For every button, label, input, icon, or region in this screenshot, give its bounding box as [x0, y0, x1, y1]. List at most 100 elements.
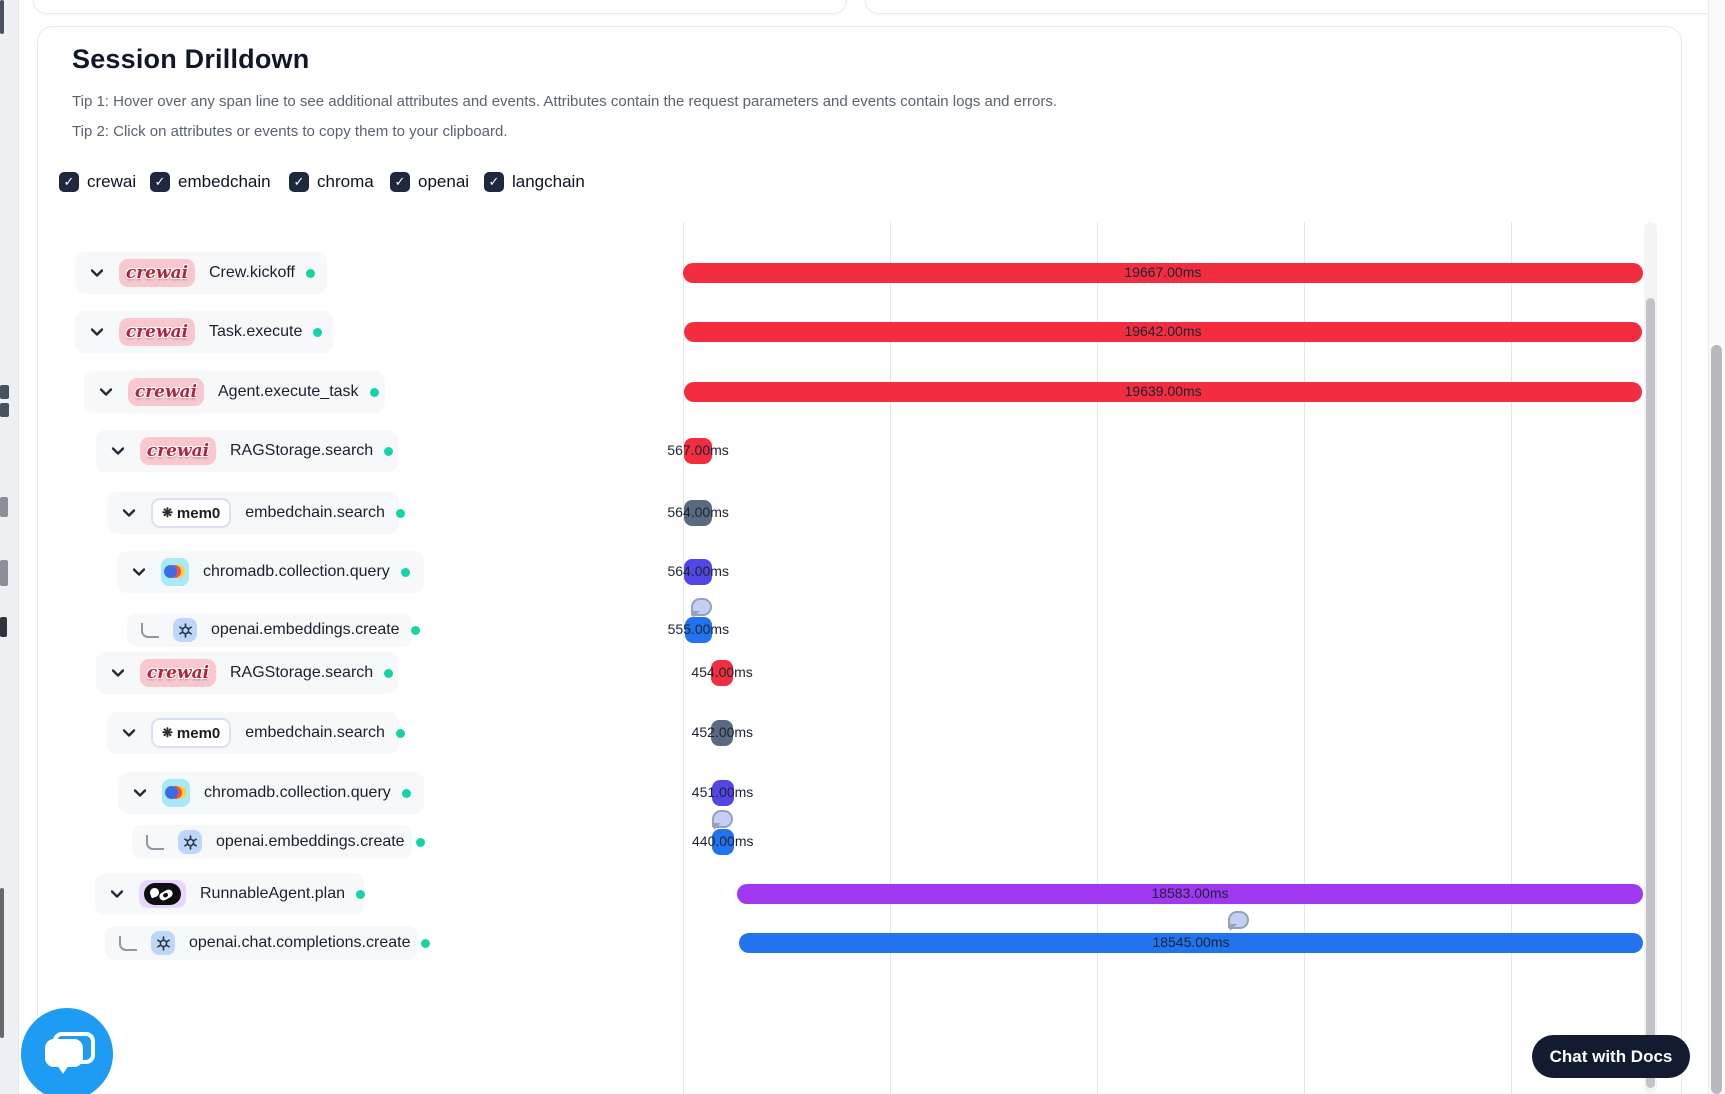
- gutter-mark: [0, 497, 8, 517]
- event-speech-bubble-icon[interactable]: [1227, 911, 1249, 931]
- status-dot: [395, 508, 405, 518]
- timeline-gridline: [1304, 222, 1305, 1094]
- openai-logo-icon: [178, 830, 202, 854]
- duration-bar-Agent.execute_task[interactable]: [683, 382, 1643, 402]
- span-row-embedchain.search[interactable]: ❋ mem0 embedchain.search: [107, 712, 405, 754]
- gutter-mark: [0, 403, 9, 417]
- filter-langchain[interactable]: ✓ langchain: [484, 172, 585, 192]
- status-dot: [305, 268, 315, 278]
- duration-bar-chromadb.collection.query[interactable]: [684, 559, 712, 585]
- status-dot: [384, 668, 394, 678]
- status-dot: [384, 446, 394, 456]
- span-row-openai.chat.completions.create[interactable]: openai.chat.completions.create: [105, 926, 431, 960]
- filter-embedchain[interactable]: ✓ embedchain: [150, 172, 271, 192]
- chevron-down-icon[interactable]: [98, 384, 114, 400]
- span-row-Agent.execute_task[interactable]: crewai Agent.execute_task: [84, 371, 385, 413]
- filter-crewai[interactable]: ✓ crewai: [59, 172, 136, 192]
- chroma-circle: [164, 565, 177, 578]
- span-row-Crew.kickoff[interactable]: crewai Crew.kickoff: [75, 252, 327, 294]
- chat-with-docs-button[interactable]: Chat with Docs: [1532, 1035, 1690, 1078]
- filter-chroma[interactable]: ✓ chroma: [289, 172, 374, 192]
- crewai-logo-icon: crewai: [128, 378, 204, 406]
- duration-bar-Task.execute[interactable]: [683, 322, 1643, 342]
- chevron-down-icon[interactable]: [110, 665, 126, 681]
- checkbox-langchain[interactable]: ✓: [484, 172, 504, 192]
- duration-bar-embedchain.search[interactable]: [684, 500, 712, 526]
- top-card-left: [33, 0, 847, 14]
- checkbox-chroma[interactable]: ✓: [289, 172, 309, 192]
- status-dot: [400, 567, 410, 577]
- chevron-down-icon[interactable]: [131, 564, 147, 580]
- checkbox-crewai[interactable]: ✓: [59, 172, 79, 192]
- chevron-down-icon[interactable]: [121, 505, 137, 521]
- crewai-logo-icon: crewai: [119, 318, 195, 346]
- duration-bar-chromadb.collection.query[interactable]: [711, 780, 734, 806]
- duration-bar-openai.embeddings.create[interactable]: [684, 617, 712, 643]
- span-row-RAGStorage.search[interactable]: crewai RAGStorage.search: [96, 430, 398, 472]
- span-row-Task.execute[interactable]: crewai Task.execute: [75, 311, 333, 353]
- status-dot: [401, 788, 411, 798]
- mem0-flower-icon: ❋: [162, 505, 173, 520]
- openai-logo-icon: [151, 931, 175, 955]
- mem0-flower-icon: ❋: [162, 725, 173, 740]
- chevron-down-icon[interactable]: [89, 265, 105, 281]
- span-name-label: openai.embeddings.create: [211, 621, 400, 638]
- status-dot: [421, 938, 431, 948]
- chat-launcher-button[interactable]: [21, 1008, 113, 1094]
- chart-scrollbar-thumb[interactable]: [1646, 298, 1655, 1088]
- span-name-label: RAGStorage.search: [230, 664, 374, 681]
- tree-connector-icon: [119, 935, 137, 951]
- event-speech-bubble-icon[interactable]: [712, 810, 734, 830]
- timeline-gridline: [683, 222, 684, 1094]
- span-row-openai.embeddings.create[interactable]: openai.embeddings.create: [127, 613, 420, 647]
- checkbox-openai[interactable]: ✓: [390, 172, 410, 192]
- tip-1-text: Tip 1: Hover over any span line to see a…: [72, 93, 1058, 110]
- status-dot: [356, 889, 366, 899]
- langchain-logo-icon: [139, 880, 186, 908]
- duration-bar-openai.chat.completions.create[interactable]: [738, 933, 1643, 953]
- crewai-logo-icon: crewai: [140, 659, 216, 687]
- filter-label: openai: [418, 172, 470, 191]
- span-name-label: chromadb.collection.query: [203, 563, 390, 580]
- span-row-embedchain.search[interactable]: ❋ mem0 embedchain.search: [107, 492, 405, 534]
- span-name-label: openai.embeddings.create: [216, 833, 405, 850]
- tip-2-text: Tip 2: Click on attributes or events to …: [72, 123, 508, 140]
- timeline-gridline: [1097, 222, 1098, 1094]
- span-name-label: openai.chat.completions.create: [189, 934, 411, 951]
- duration-bar-RunnableAgent.plan[interactable]: [736, 884, 1643, 904]
- span-row-chromadb.collection.query[interactable]: chromadb.collection.query: [117, 551, 424, 593]
- gutter-mark: [0, 0, 4, 34]
- span-name-label: RAGStorage.search: [230, 442, 374, 459]
- gutter-mark: [0, 385, 9, 399]
- checkbox-embedchain[interactable]: ✓: [150, 172, 170, 192]
- filter-openai[interactable]: ✓ openai: [390, 172, 469, 192]
- left-gutter-strip: [0, 0, 19, 1094]
- span-row-RunnableAgent.plan[interactable]: RunnableAgent.plan: [95, 873, 366, 915]
- duration-bar-Crew.kickoff[interactable]: [683, 263, 1643, 283]
- event-speech-bubble-icon[interactable]: [690, 598, 712, 618]
- page-scrollbar-thumb[interactable]: [1711, 345, 1722, 1094]
- crewai-logo-icon: crewai: [140, 437, 216, 465]
- chevron-down-icon[interactable]: [109, 886, 125, 902]
- gutter-mark: [0, 888, 4, 1038]
- openai-knot-icon: [156, 935, 170, 951]
- mem0-logo-icon: ❋ mem0: [151, 498, 232, 528]
- duration-bar-RAGStorage.search[interactable]: [711, 660, 734, 686]
- span-row-RAGStorage.search[interactable]: crewai RAGStorage.search: [96, 652, 398, 694]
- chevron-down-icon[interactable]: [121, 725, 137, 741]
- openai-knot-icon: [178, 622, 192, 638]
- span-name-label: Task.execute: [209, 323, 303, 340]
- chroma-circle: [165, 786, 178, 799]
- span-row-openai.embeddings.create[interactable]: openai.embeddings.create: [132, 825, 425, 859]
- chevron-down-icon[interactable]: [110, 443, 126, 459]
- chroma-logo-icon: [162, 779, 190, 807]
- duration-bar-RAGStorage.search[interactable]: [684, 438, 712, 464]
- chevron-down-icon[interactable]: [132, 785, 148, 801]
- chevron-down-icon[interactable]: [89, 324, 105, 340]
- duration-bar-embedchain.search[interactable]: [711, 720, 734, 746]
- span-name-label: Crew.kickoff: [209, 264, 295, 281]
- gutter-mark: [0, 560, 8, 586]
- span-row-chromadb.collection.query[interactable]: chromadb.collection.query: [118, 772, 424, 814]
- tree-connector-icon: [141, 622, 159, 638]
- duration-bar-openai.embeddings.create[interactable]: [712, 829, 734, 855]
